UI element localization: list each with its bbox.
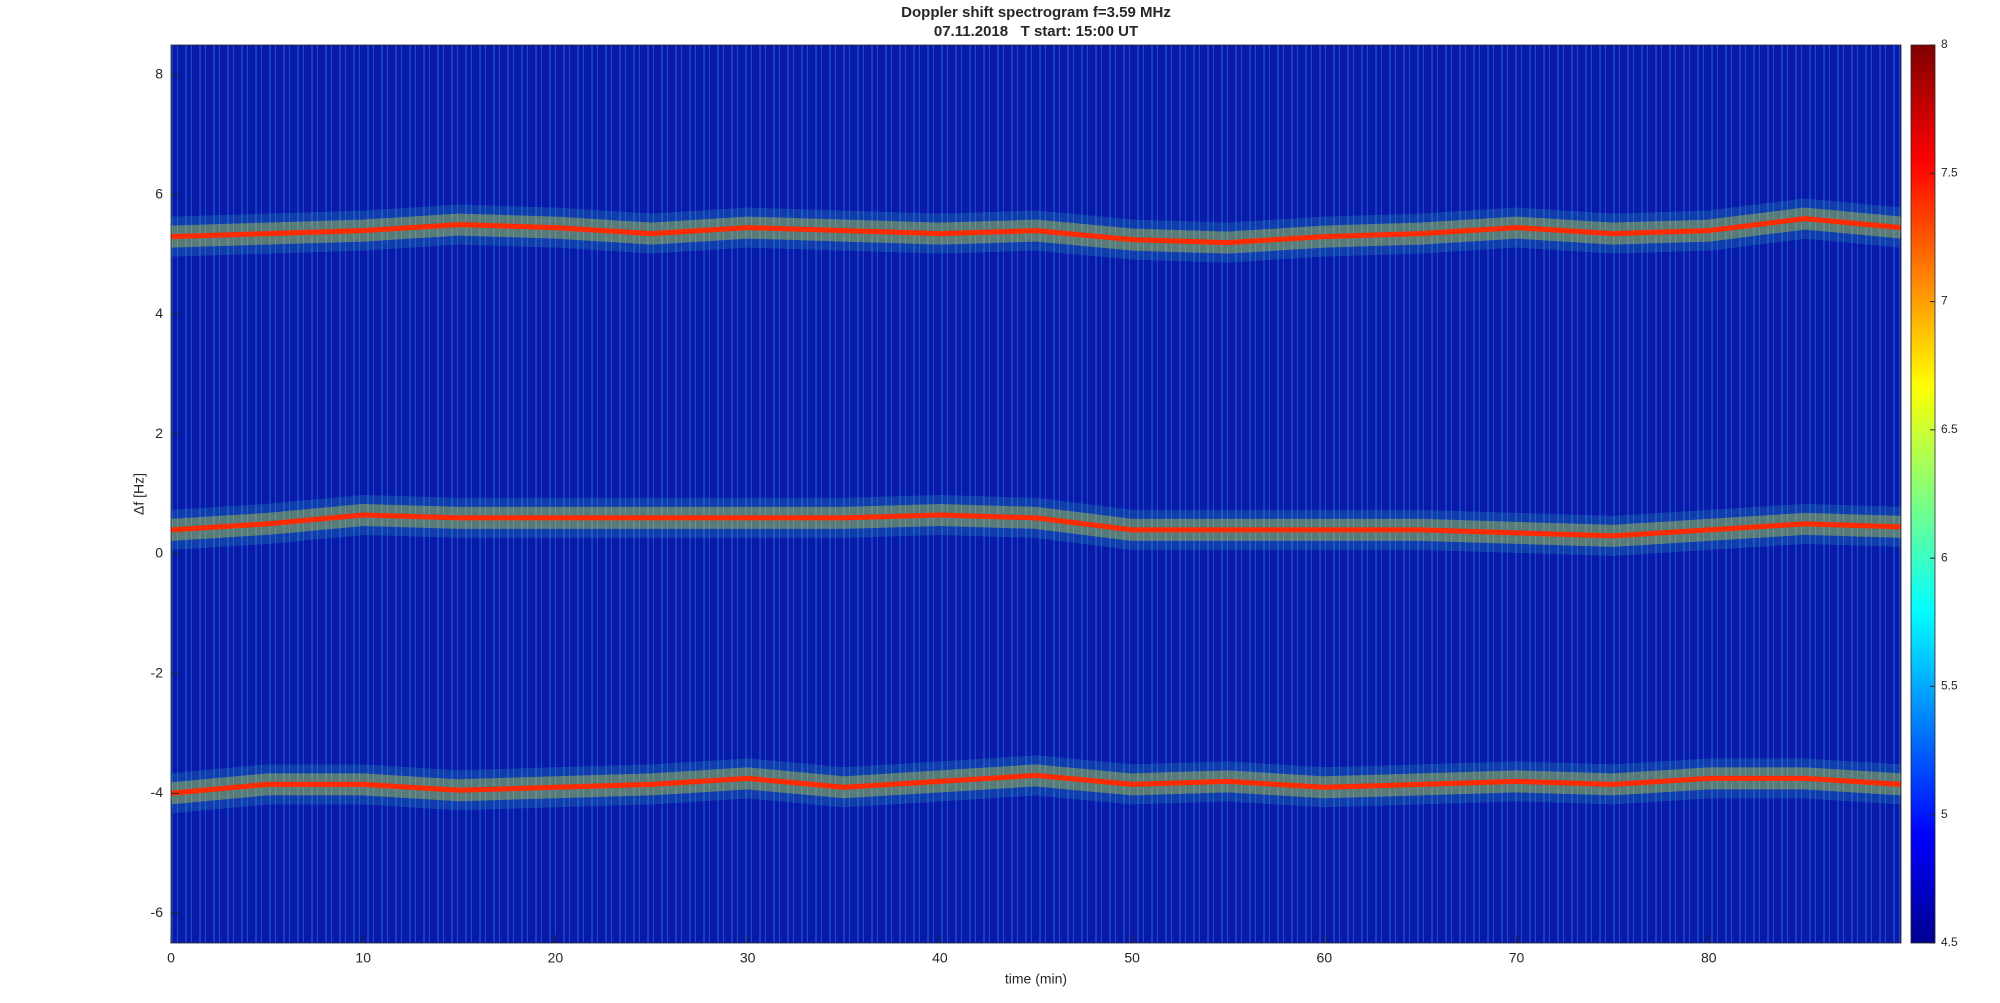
x-tick-label: 30 [740, 950, 756, 966]
y-tick-label: -2 [151, 664, 164, 680]
x-tick-label: 70 [1509, 950, 1525, 966]
x-tick-label: 60 [1317, 950, 1333, 966]
y-tick-label: -6 [151, 904, 164, 920]
colorbar [1910, 44, 1936, 944]
spectrogram-background [171, 45, 1901, 943]
trace [170, 512, 1902, 539]
x-tick-label: 10 [355, 950, 371, 966]
colorbar-tick-label: 5 [1941, 807, 1948, 821]
y-axis-label: Δf [Hz] [131, 473, 147, 515]
y-tick-label: 6 [155, 185, 163, 201]
colorbar-tick-label: 5.5 [1941, 679, 1958, 693]
colorbar-tick-label: 7 [1941, 294, 1948, 308]
colorbar-tick-label: 4.5 [1941, 935, 1958, 949]
trace [170, 772, 1902, 796]
y-tick-label: 0 [155, 545, 163, 561]
chart-subtitle: 07.11.2018 T start: 15:00 UT [934, 23, 1138, 40]
colorbar-tick-label: 6 [1941, 550, 1948, 564]
x-tick-label: 80 [1701, 950, 1717, 966]
y-tick-label: -4 [151, 784, 164, 800]
trace [170, 216, 1902, 246]
x-axis-label: time (min) [1005, 971, 1067, 987]
colorbar-tick-label: 6.5 [1941, 422, 1958, 436]
x-tick-label: 0 [167, 950, 175, 966]
axes-box [170, 44, 1902, 944]
y-tick-label: 4 [155, 305, 163, 321]
colorbar-tick-label: 8 [1941, 37, 1948, 51]
colorbar-tick-label: 7.5 [1941, 165, 1958, 179]
x-tick-label: 50 [1124, 950, 1140, 966]
x-tick-label: 20 [548, 950, 564, 966]
y-tick-label: 8 [155, 66, 163, 82]
chart-title: Doppler shift spectrogram f=3.59 MHz [901, 4, 1171, 21]
y-tick-label: 2 [155, 425, 163, 441]
x-tick-label: 40 [932, 950, 948, 966]
